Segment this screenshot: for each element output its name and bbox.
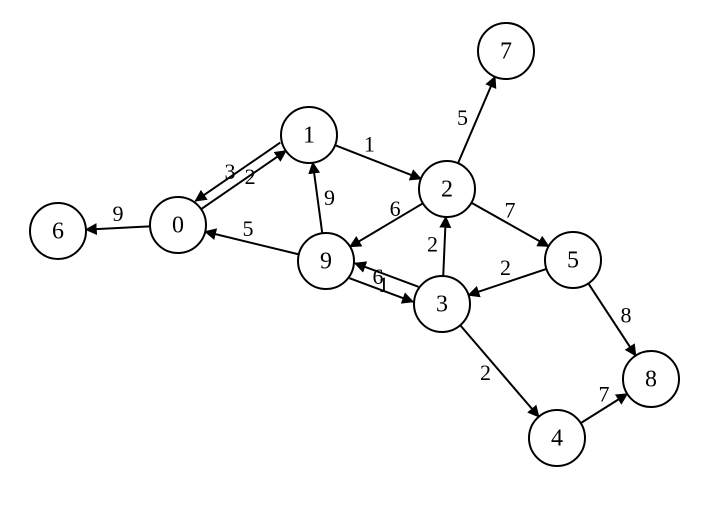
node-label-3: 3 [436,292,448,318]
graph-diagram: 32156721627285990123456789 [0,0,721,513]
edge-9-1 [313,163,323,234]
edge-weight-2-5: 7 [505,198,516,223]
edge-weight-9-3: 6 [373,264,384,289]
node-label-6: 6 [52,219,64,245]
edge-weight-2-7: 5 [457,105,468,130]
node-label-1: 1 [303,123,315,149]
edge-1-0 [195,143,280,201]
edge-0-6 [86,226,150,229]
edge-weight-4-8: 7 [599,382,610,407]
edge-weight-9-0: 5 [243,216,254,241]
node-label-9: 9 [320,249,332,275]
node-label-0: 0 [172,213,184,239]
edge-weight-2-9: 6 [390,196,401,221]
edge-weight-3-2: 2 [427,232,438,257]
edge-weight-3-4: 2 [480,360,491,385]
edge-weight-5-3: 2 [500,255,511,280]
edge-weight-5-8: 8 [621,303,632,328]
edge-3-2 [443,217,446,276]
edge-3-4 [460,325,539,417]
edge-2-9 [350,203,423,246]
node-label-4: 4 [551,426,563,452]
edge-weight-9-1: 9 [324,185,335,210]
edge-0-1 [201,151,286,209]
node-label-8: 8 [645,367,657,393]
edge-1-2 [335,145,421,179]
node-label-7: 7 [500,39,512,65]
edge-weight-1-2: 1 [364,132,375,157]
edge-weight-0-6: 9 [113,201,124,226]
node-label-5: 5 [567,248,579,274]
edge-weight-1-0: 2 [245,164,256,189]
node-label-2: 2 [441,177,453,203]
